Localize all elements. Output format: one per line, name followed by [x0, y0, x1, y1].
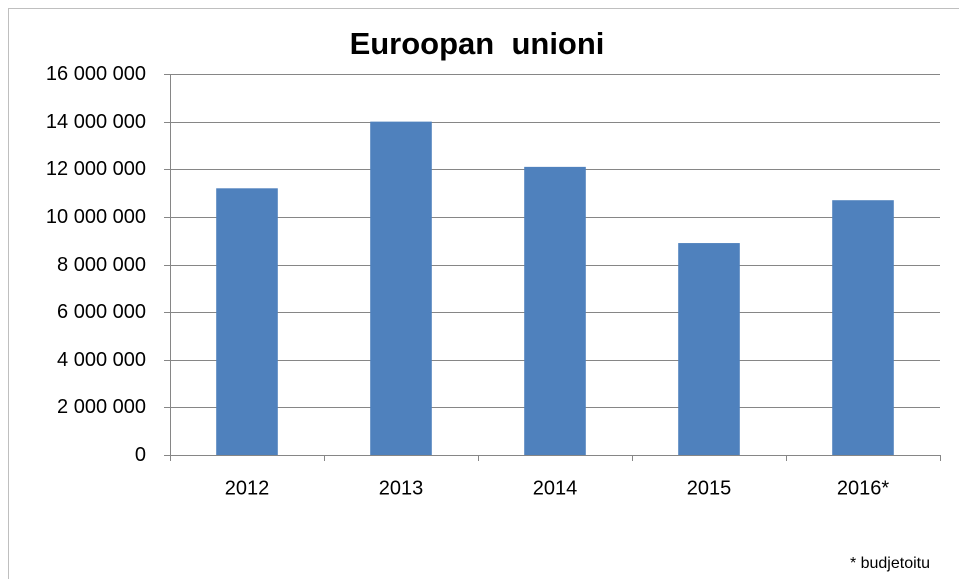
x-tick-label: 2012: [225, 477, 270, 499]
y-tick-label: 12 000 000: [46, 158, 146, 180]
x-tick-label: 2013: [379, 477, 424, 499]
annotation: * budjetoitu: [850, 555, 930, 572]
bar: [678, 243, 740, 455]
bar: [832, 200, 894, 455]
y-tick-label: 6 000 000: [57, 301, 146, 323]
bar: [216, 188, 278, 456]
chart-border: [8, 8, 959, 579]
y-tick-label: 8 000 000: [57, 254, 146, 276]
y-tick-label: 2 000 000: [57, 396, 146, 418]
y-tick-label: 0: [135, 444, 146, 466]
y-tick-label: 16 000 000: [46, 63, 146, 85]
x-tick-label: 2016*: [837, 477, 889, 499]
y-tick-label: 14 000 000: [46, 111, 146, 133]
x-tick-label: 2015: [687, 477, 732, 499]
bar: [370, 121, 432, 455]
x-tick-label: 2014: [533, 477, 578, 499]
bar: [524, 166, 586, 455]
y-tick-label: 4 000 000: [57, 349, 146, 371]
y-tick-label: 10 000 000: [46, 206, 146, 228]
chart-title: Euroopan unioni: [350, 26, 605, 61]
